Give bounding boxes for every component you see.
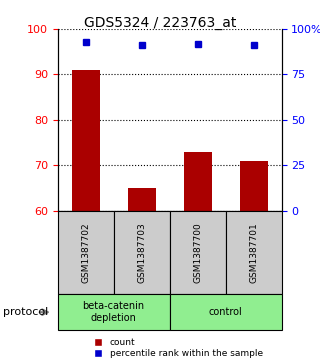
Text: GDS5324 / 223763_at: GDS5324 / 223763_at — [84, 16, 236, 30]
Text: GSM1387701: GSM1387701 — [249, 222, 258, 283]
Text: beta-catenin
depletion: beta-catenin depletion — [83, 301, 145, 323]
Legend: count, percentile rank within the sample: count, percentile rank within the sample — [89, 338, 263, 359]
Text: GSM1387702: GSM1387702 — [81, 222, 90, 283]
Bar — [240, 160, 268, 211]
Text: control: control — [209, 307, 243, 317]
Bar — [128, 188, 156, 211]
Text: GSM1387700: GSM1387700 — [193, 222, 202, 283]
Bar — [184, 152, 212, 211]
Bar — [72, 70, 100, 211]
Text: GSM1387703: GSM1387703 — [137, 222, 146, 283]
Text: protocol: protocol — [3, 307, 48, 317]
